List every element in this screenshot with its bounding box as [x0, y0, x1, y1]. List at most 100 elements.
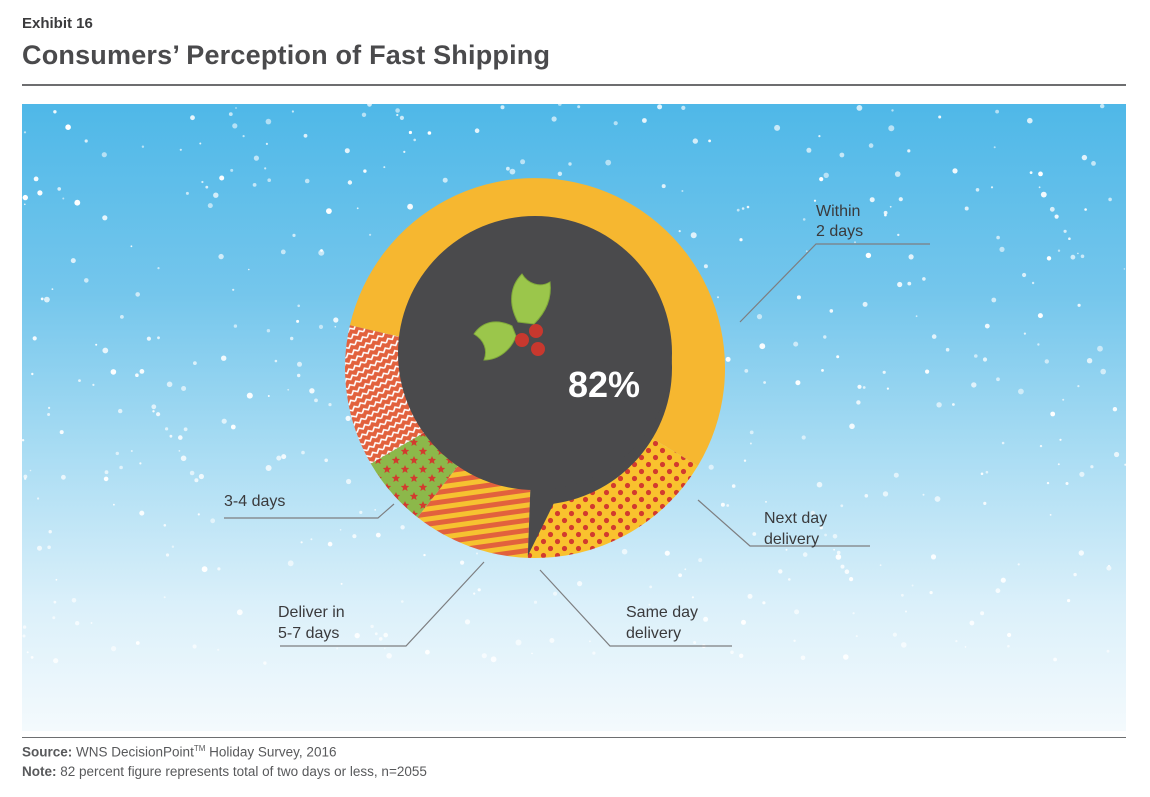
- snowflake: [78, 379, 81, 382]
- snowflake: [915, 315, 918, 318]
- snowflake: [33, 176, 39, 182]
- snowflake: [1038, 171, 1043, 177]
- snowflake: [1112, 407, 1118, 412]
- chart-panel: 82% Within 2 days Next day delivery Same day…: [22, 104, 1126, 731]
- snowflake: [219, 175, 225, 181]
- snowflake: [197, 513, 200, 516]
- note-label: Note:: [22, 764, 57, 779]
- snowflake: [481, 653, 487, 659]
- snowflake: [205, 185, 209, 189]
- snowflake: [980, 472, 984, 476]
- snowflake: [929, 591, 933, 595]
- snowflake: [120, 315, 124, 319]
- snowflake: [1079, 471, 1085, 477]
- snowflake: [897, 281, 903, 288]
- snowflake: [725, 356, 731, 362]
- snowflake: [194, 478, 199, 483]
- snowflake: [684, 568, 687, 571]
- snowflake: [290, 336, 294, 341]
- snowflake: [819, 526, 823, 530]
- snowflake: [1044, 359, 1049, 364]
- snowflake: [210, 518, 216, 524]
- snowflake: [1040, 191, 1047, 198]
- snowflake: [119, 465, 123, 470]
- snowflake: [692, 138, 698, 144]
- holly-icon: [473, 273, 551, 361]
- snowflake: [51, 288, 54, 290]
- snowflake: [232, 123, 238, 129]
- snowflake: [413, 138, 417, 142]
- snowflake: [1100, 368, 1106, 375]
- snowflake: [506, 166, 510, 171]
- snowflake: [396, 113, 399, 117]
- snowflake: [30, 656, 34, 659]
- snowflake: [891, 109, 894, 112]
- snowflake: [267, 178, 271, 182]
- snowflake: [747, 593, 753, 599]
- snowflake: [230, 168, 234, 172]
- snowflake: [477, 588, 481, 592]
- snowflake: [171, 545, 175, 548]
- snowflake: [649, 585, 653, 589]
- snowflake: [84, 278, 89, 283]
- snowflake: [883, 210, 888, 215]
- snowflake: [104, 470, 109, 475]
- snowflake: [236, 609, 243, 616]
- snowflake: [345, 415, 351, 421]
- snowflake: [166, 381, 173, 388]
- snowflake: [717, 296, 719, 299]
- snowflake: [263, 661, 267, 665]
- snowflake: [1065, 482, 1069, 485]
- snowflake: [1027, 117, 1033, 124]
- snowflake: [824, 533, 827, 537]
- snowflake: [657, 104, 663, 110]
- snowflake: [264, 167, 267, 170]
- snowflake: [836, 355, 840, 359]
- snowflake: [198, 473, 204, 480]
- snowflake: [403, 150, 406, 153]
- snowflake: [130, 450, 133, 452]
- snowflake: [103, 476, 109, 482]
- snowflake: [938, 115, 942, 119]
- snowflake: [739, 238, 743, 242]
- snowflake: [1080, 254, 1085, 259]
- snowflake: [999, 246, 1005, 252]
- snowflake: [328, 403, 332, 407]
- snowflake: [741, 207, 745, 210]
- snowflake: [833, 548, 835, 551]
- slice-label: delivery: [764, 531, 819, 548]
- snowflake: [185, 191, 189, 195]
- snowflake: [985, 470, 989, 474]
- snowflake: [230, 424, 236, 430]
- snowflake: [324, 458, 329, 463]
- snowflake: [971, 382, 977, 388]
- snowflake: [788, 578, 791, 581]
- snowflake: [62, 197, 65, 200]
- snowflake: [974, 354, 978, 358]
- slice-label: Within: [816, 203, 860, 220]
- snowflake: [785, 548, 788, 551]
- snowflake: [589, 640, 591, 643]
- snowflake: [135, 641, 140, 645]
- snowflake: [759, 343, 766, 350]
- snowflake: [664, 550, 670, 556]
- snowflake: [292, 233, 296, 237]
- snowflake: [1077, 303, 1081, 307]
- snowflake: [746, 205, 750, 209]
- snowflake: [840, 564, 845, 569]
- snowflake: [889, 205, 892, 208]
- snowflake: [297, 304, 301, 308]
- snowflake: [901, 593, 904, 597]
- snowflake: [407, 203, 413, 210]
- snowflake: [309, 388, 315, 394]
- snowflake: [749, 430, 754, 435]
- snowflake: [1049, 514, 1052, 516]
- slice-label: 2 days: [816, 223, 863, 240]
- snowflake: [894, 171, 901, 177]
- snowflake: [301, 450, 305, 455]
- snowflake: [24, 203, 26, 206]
- snowflake: [908, 254, 914, 260]
- snowflake: [813, 199, 817, 202]
- snowflake: [296, 319, 300, 323]
- snowflake: [40, 297, 44, 301]
